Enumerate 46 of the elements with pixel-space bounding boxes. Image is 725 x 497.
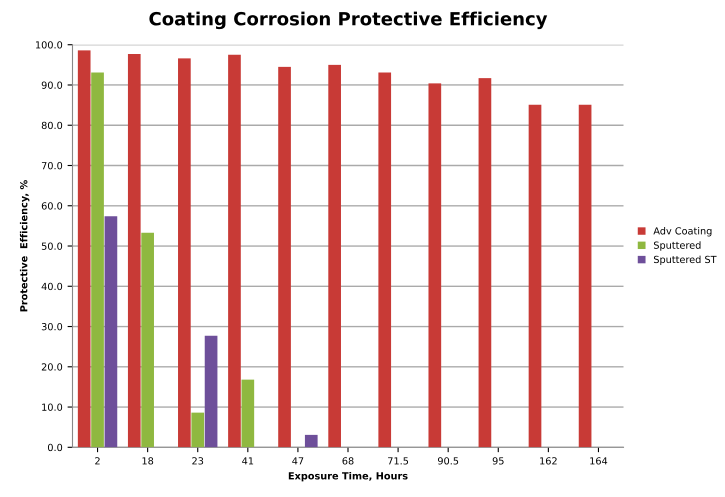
y-tick-label: 50.0 — [42, 242, 62, 250]
x-tick-label: 23 — [192, 457, 204, 465]
bar — [378, 72, 392, 448]
bar — [78, 50, 91, 448]
x-tick-label: 95 — [492, 457, 504, 465]
bar — [241, 380, 254, 448]
legend-label: Sputtered — [654, 241, 700, 251]
y-axis-title: Protective Efficiency, % — [20, 180, 30, 312]
x-tick-label: 164 — [590, 457, 608, 465]
y-tick-label: 40.0 — [42, 282, 62, 290]
bar — [178, 58, 191, 448]
y-tick-label: 90.0 — [42, 81, 62, 89]
y-tick-label: 30.0 — [42, 323, 62, 330]
legend-label: Sputtered ST — [654, 256, 717, 265]
x-tick-label: 2 — [95, 457, 100, 464]
bar — [528, 104, 542, 448]
y-tick-label: 10.0 — [42, 404, 62, 411]
x-tick-label: 41 — [242, 457, 254, 464]
legend-label: Adv Coating — [653, 227, 712, 236]
x-tick-label: 162 — [540, 457, 557, 465]
x-tick-label: 71.5 — [388, 457, 408, 465]
bar — [91, 72, 104, 448]
x-tick-label: 68 — [342, 457, 354, 465]
bar — [228, 54, 241, 448]
bar — [278, 66, 291, 448]
bar — [191, 412, 204, 448]
chart-title: Coating Corrosion Protective Efficiency — [149, 12, 548, 30]
x-axis-title: Exposure Time, Hours — [288, 472, 408, 482]
bar — [428, 83, 442, 448]
y-tick-label: 70.0 — [42, 162, 62, 170]
bar — [304, 434, 318, 448]
bar — [578, 104, 592, 448]
bar — [141, 232, 154, 448]
x-tick-label: 18 — [142, 457, 154, 465]
bar — [204, 336, 218, 448]
bar — [128, 54, 141, 448]
x-tick-label: 90.5 — [438, 457, 458, 465]
bar — [328, 64, 341, 448]
y-tick-label: 60.0 — [42, 202, 62, 210]
y-tick-label: 20.0 — [42, 363, 62, 371]
y-tick-label: 100.0 — [36, 41, 62, 49]
x-tick-label: 47 — [292, 457, 304, 464]
y-tick-label: 0.0 — [48, 444, 62, 452]
bar — [104, 216, 118, 448]
bar — [478, 78, 492, 448]
y-tick-label: 80.0 — [42, 122, 62, 130]
